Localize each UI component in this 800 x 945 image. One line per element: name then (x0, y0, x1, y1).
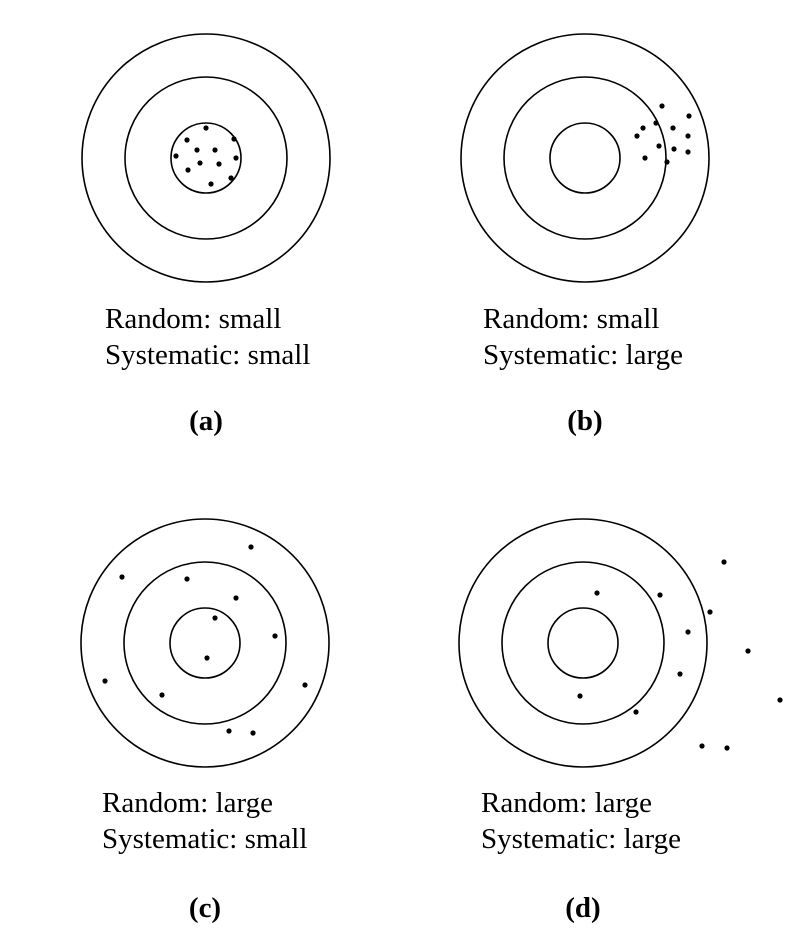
panel-label: (c) (189, 892, 221, 924)
hit-dot (204, 655, 210, 661)
hit-dot (633, 709, 639, 715)
hit-dot (653, 120, 659, 126)
target-a (81, 33, 331, 283)
hit-dot (707, 609, 713, 615)
hit-dot (685, 629, 691, 635)
hit-dot (272, 633, 278, 639)
target-d (458, 518, 783, 768)
inner-ring (170, 122, 242, 194)
hit-dot (686, 113, 692, 119)
hit-dot (212, 147, 218, 153)
hit-dot (203, 125, 209, 131)
hit-dot (248, 544, 254, 550)
hits-d (577, 559, 783, 751)
systematic-caption: Systematic: small (102, 823, 307, 855)
systematic-caption: Systematic: small (105, 339, 310, 371)
hit-dot (250, 730, 256, 736)
panel-label: (d) (565, 892, 600, 924)
target-c (80, 518, 330, 768)
inner-ring (169, 607, 241, 679)
hit-dot (212, 615, 218, 621)
hit-dot (231, 136, 237, 142)
outer-ring (81, 33, 331, 283)
hit-dot (184, 137, 190, 143)
hit-dot (659, 103, 665, 109)
hit-dot (119, 574, 125, 580)
panel-d: Random: large Systematic: large (d) (458, 518, 783, 924)
inner-ring (549, 122, 621, 194)
hit-dot (594, 590, 600, 596)
hit-dot (657, 592, 663, 598)
hit-dot (577, 693, 583, 699)
hit-dot (184, 576, 190, 582)
middle-ring (503, 76, 667, 240)
hit-dot (656, 143, 662, 149)
hit-dot (745, 648, 751, 654)
hit-dot (685, 149, 691, 155)
hit-dot (185, 167, 191, 173)
outer-ring (460, 33, 710, 283)
random-caption: Random: large (481, 787, 652, 819)
panel-c: Random: large Systematic: small (c) (80, 518, 330, 924)
hits-c (102, 544, 308, 736)
hit-dot (724, 745, 730, 751)
random-caption: Random: large (102, 787, 273, 819)
hit-dot (671, 146, 677, 152)
hit-dot (670, 125, 676, 131)
hit-dot (194, 147, 200, 153)
hit-dot (233, 595, 239, 601)
outer-ring (80, 518, 330, 768)
panel-a: Random: small Systematic: small (a) (81, 33, 331, 437)
hit-dot (302, 682, 308, 688)
random-caption: Random: small (483, 303, 659, 335)
hit-dot (721, 559, 727, 565)
hit-dot (208, 181, 214, 187)
panel-label: (b) (567, 405, 602, 437)
hit-dot (664, 159, 670, 165)
middle-ring (501, 561, 665, 725)
outer-ring (458, 518, 708, 768)
hits-b (634, 103, 692, 165)
middle-ring (124, 76, 288, 240)
hit-dot (197, 160, 203, 166)
hit-dot (216, 161, 222, 167)
hit-dot (226, 728, 232, 734)
panel-label: (a) (189, 405, 223, 437)
systematic-caption: Systematic: large (481, 823, 681, 855)
hit-dot (685, 133, 691, 139)
random-caption: Random: small (105, 303, 281, 335)
middle-ring (123, 561, 287, 725)
hit-dot (677, 671, 683, 677)
hit-dot (159, 692, 165, 698)
hit-dot (634, 133, 640, 139)
systematic-caption: Systematic: large (483, 339, 683, 371)
hit-dot (228, 175, 234, 181)
hit-dot (642, 155, 648, 161)
hit-dot (640, 125, 646, 131)
hits-a (173, 125, 239, 187)
hit-dot (699, 743, 705, 749)
hit-dot (173, 153, 179, 159)
hit-dot (102, 678, 108, 684)
inner-ring (547, 607, 619, 679)
target-b (460, 33, 710, 283)
hit-dot (777, 697, 783, 703)
hit-dot (233, 155, 239, 161)
panel-b: Random: small Systematic: large (b) (460, 33, 710, 437)
